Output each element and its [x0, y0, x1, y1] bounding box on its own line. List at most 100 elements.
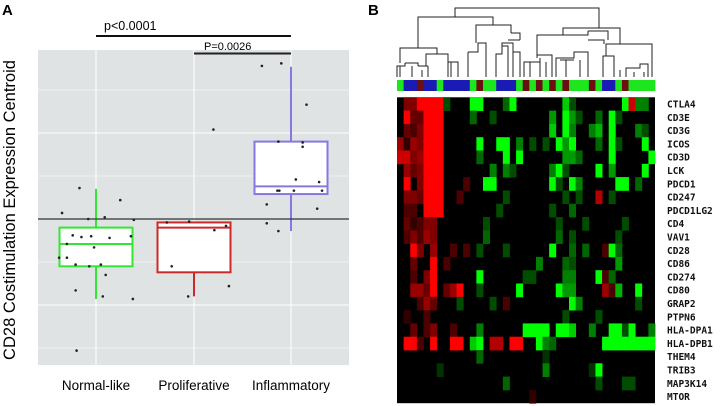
heatmap-cell	[562, 163, 570, 178]
heatmap-cell	[410, 256, 418, 271]
annotation-cell	[641, 80, 649, 91]
heatmap-cell	[608, 123, 616, 138]
data-point	[294, 178, 298, 181]
heatmap-cell	[608, 336, 616, 351]
heatmap-cell	[549, 163, 557, 178]
heatmap-cell	[416, 97, 424, 111]
heatmap-cell	[555, 283, 563, 298]
annotation-cell	[449, 80, 457, 91]
heatmap-cell	[403, 190, 411, 205]
gene-label: CD3D	[667, 153, 690, 164]
annotation-cell	[430, 80, 438, 91]
heatmap-cell	[423, 163, 431, 178]
heatmap-cell	[410, 97, 418, 111]
gene-label: LCK	[667, 166, 684, 177]
gene-label: CD3G	[667, 126, 690, 137]
heatmap-cell	[555, 230, 563, 244]
heatmap-cell	[641, 123, 649, 138]
heatmap-cell	[476, 283, 484, 298]
heatmap-cell	[410, 323, 418, 338]
data-point	[277, 229, 280, 233]
heatmap-cell	[615, 110, 623, 125]
heatmap-cell	[489, 296, 497, 311]
heatmap-cell	[436, 203, 444, 218]
gene-labels: CTLA4 CD3E CD3G ICOS CD3D LCK PDCD1 CD247 PDCD1L…	[667, 99, 713, 403]
heatmap-cell	[489, 163, 497, 178]
annotation-cell	[635, 80, 643, 91]
heatmap-cell	[509, 163, 517, 178]
heatmap-cell	[595, 270, 603, 284]
data-point	[170, 265, 173, 268]
heatmap-cell	[535, 323, 543, 338]
heatmap-cell	[423, 323, 431, 338]
heatmap-cell	[582, 243, 590, 258]
heatmap-cell	[502, 296, 510, 311]
gene-label: CD3E	[667, 113, 690, 124]
heatmap-cell	[449, 323, 457, 338]
heatmap-cell	[430, 217, 438, 231]
data-point	[212, 128, 215, 131]
heatmap-cell	[635, 283, 643, 298]
heatmap-cell	[621, 217, 629, 231]
heatmap-cell	[430, 123, 438, 138]
data-point	[292, 189, 296, 192]
heatmap-cell	[529, 323, 537, 338]
heatmap-cell	[423, 310, 431, 324]
annotation-cell	[397, 80, 405, 91]
x-tick-label: Inflammatory	[252, 378, 330, 393]
annotation-cell	[496, 80, 504, 91]
annotation-cell	[516, 80, 524, 91]
data-point	[277, 140, 280, 143]
data-point	[71, 234, 75, 237]
heatmap-cell	[608, 163, 616, 178]
heatmap-cell	[516, 283, 524, 298]
heatmap-cell	[449, 243, 457, 258]
gene-label: PTPN6	[667, 312, 696, 323]
heatmap-cell	[542, 336, 550, 351]
heatmap-cell	[416, 123, 424, 138]
heatmap-cell	[516, 336, 524, 351]
dendrogram	[396, 7, 653, 77]
heatmap-cell	[549, 336, 557, 351]
annotation-cell	[615, 80, 623, 91]
heatmap-cell	[456, 283, 464, 298]
annotation-cell	[582, 80, 590, 91]
column-annotation-bar	[397, 79, 656, 92]
heatmap-cell	[430, 230, 438, 244]
data-point	[186, 295, 190, 298]
gene-label: MAP3K14	[667, 379, 707, 390]
heatmap-cell	[549, 203, 557, 218]
heatmap-cell	[569, 123, 577, 138]
heatmap-cell	[423, 97, 431, 111]
gene-label: THEM4	[667, 352, 696, 363]
heatmap-cell	[397, 150, 405, 165]
gene-label: VAV1	[667, 232, 690, 243]
heatmap-cell	[569, 323, 577, 338]
gene-label: CD28	[667, 246, 690, 257]
heatmap-cell	[595, 376, 603, 391]
heatmap-cell	[595, 310, 603, 324]
heatmap-cell	[516, 137, 524, 151]
box	[253, 140, 329, 196]
heatmap-cell	[430, 177, 438, 191]
heatmap-cell	[397, 137, 405, 151]
annotation-cell	[476, 80, 484, 91]
heatmap-cell	[621, 177, 629, 191]
data-point	[213, 228, 216, 232]
heatmap-cell	[403, 203, 411, 218]
heatmap-cell	[569, 283, 577, 298]
data-point	[103, 215, 107, 219]
heatmap-cell	[483, 217, 491, 231]
heatmap-cell	[403, 230, 411, 244]
heatmap-cell	[575, 190, 583, 205]
heatmap-cell	[416, 110, 424, 125]
heatmap-cell	[502, 376, 510, 391]
heatmap-cell	[535, 256, 543, 271]
heatmap-cell	[608, 110, 616, 125]
heatmap-cell	[463, 177, 471, 191]
annotation-cell	[648, 80, 656, 91]
heatmap-cell	[403, 336, 411, 351]
data-point	[265, 222, 269, 225]
heatmap-cell	[562, 150, 570, 165]
heatmap-cell	[562, 97, 570, 111]
